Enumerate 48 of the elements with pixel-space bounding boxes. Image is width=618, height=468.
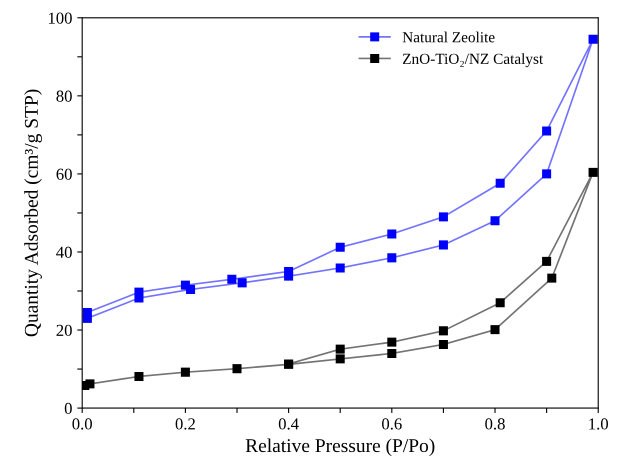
point (438, 340, 448, 349)
point (496, 298, 505, 308)
point (336, 242, 345, 252)
point (82, 308, 92, 317)
legend-label: Natural Zeolite (402, 32, 495, 42)
point (134, 372, 144, 381)
x-tick-label: 0.0 (72, 418, 92, 430)
point (85, 379, 94, 388)
point (588, 34, 598, 44)
y-tick-label: 60 (56, 168, 72, 180)
x-tick-label: 0.8 (485, 418, 505, 430)
point (542, 256, 552, 266)
point (547, 274, 556, 283)
point (227, 274, 236, 284)
x-tick-label: 0.6 (382, 418, 402, 430)
point (336, 354, 345, 364)
x-tick-label: 1.0 (589, 418, 608, 430)
point (387, 338, 396, 347)
y-tick-label: 0 (64, 402, 72, 414)
point (438, 212, 448, 222)
point (336, 344, 345, 354)
point (387, 230, 396, 239)
point (438, 326, 448, 336)
y-tick-label: 80 (56, 90, 72, 102)
x-axis-title: Relative Pressure (P/Po) (246, 438, 434, 456)
point (134, 288, 144, 297)
point (438, 240, 448, 250)
point (284, 266, 294, 276)
point (588, 168, 598, 177)
x-tick-label: 0.2 (176, 418, 195, 430)
legend-label: ZnO-TiO₂/NZ Catalyst (402, 53, 544, 68)
y-tick-label: 100 (48, 12, 72, 24)
point (387, 348, 396, 358)
point (542, 169, 552, 178)
x-tick-label: 0.4 (278, 418, 299, 430)
point (232, 364, 242, 374)
point (387, 253, 396, 262)
point (496, 178, 505, 188)
point (180, 280, 190, 290)
point (490, 325, 500, 334)
point (490, 216, 500, 226)
y-axis-title: Quantity Adsorbed (cm³/g STP) (24, 90, 42, 336)
point (542, 126, 552, 136)
point (336, 263, 345, 272)
y-tick-label: 20 (56, 324, 72, 336)
y-tick-label: 40 (56, 246, 72, 258)
point (238, 278, 247, 288)
point (180, 368, 190, 377)
